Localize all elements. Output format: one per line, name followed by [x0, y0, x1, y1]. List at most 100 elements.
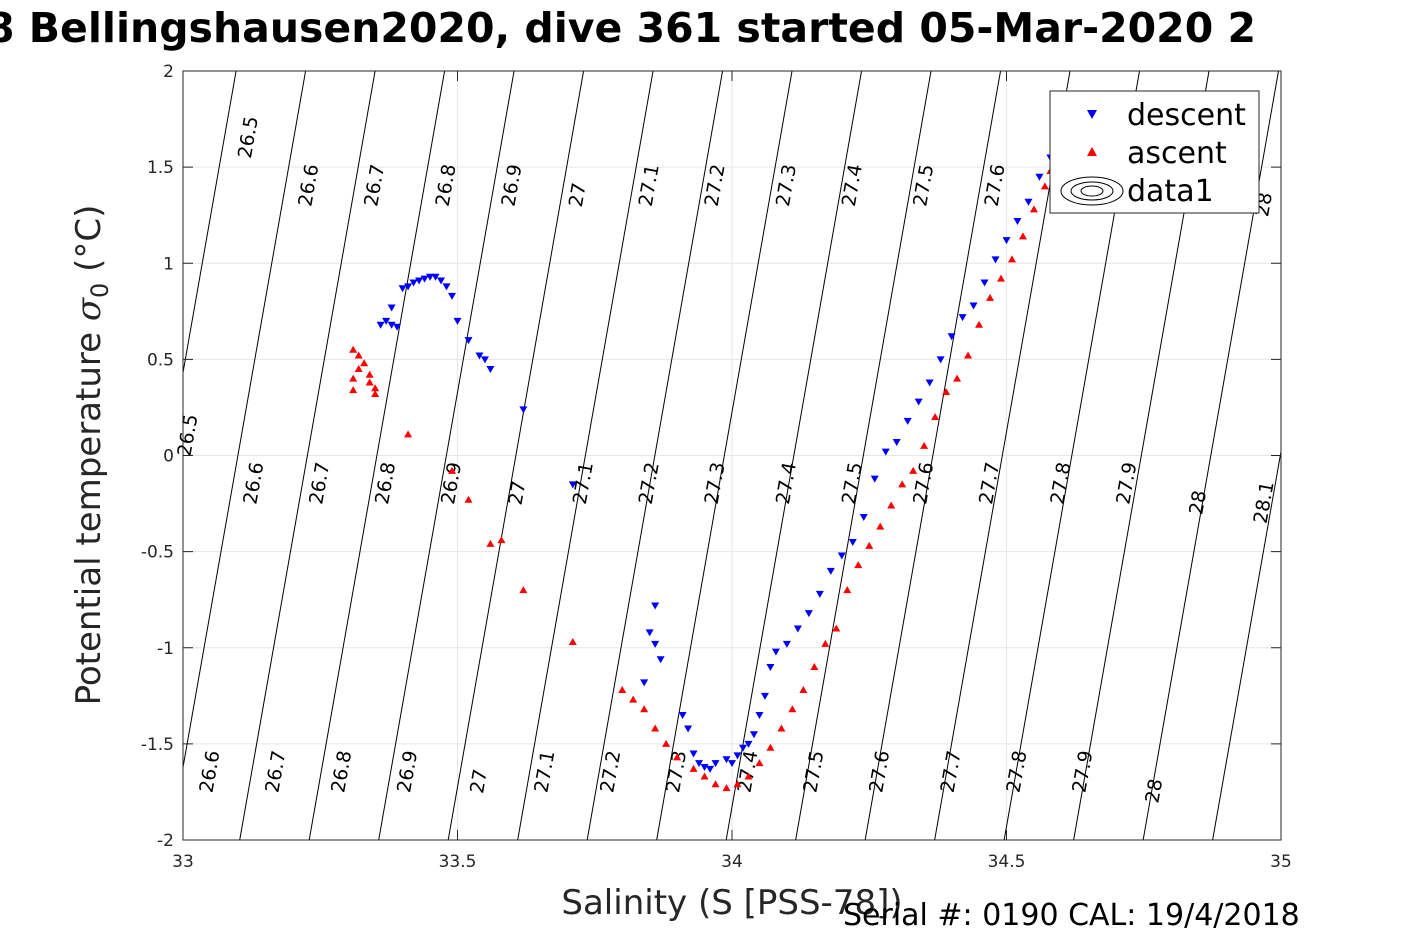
descent-point — [376, 321, 385, 329]
ascent-point — [371, 389, 380, 397]
ascent-point — [349, 345, 358, 353]
ascent-point — [832, 624, 841, 632]
ascent-point — [662, 739, 671, 747]
descent-point — [738, 744, 747, 752]
descent-point — [393, 323, 402, 331]
isopycnal-line — [308, 71, 446, 840]
descent-point — [426, 273, 435, 281]
ascent-point — [986, 293, 995, 301]
descent-point — [464, 337, 473, 345]
page-title: 8 Bellingshausen2020, dive 361 started 0… — [0, 4, 1257, 52]
descent-point — [728, 760, 736, 768]
ascent-point — [975, 320, 984, 328]
descent-point — [969, 302, 978, 310]
isopycnal-line — [183, 71, 237, 376]
y-tick-label: -1.5 — [141, 735, 174, 755]
descent-point — [859, 514, 868, 522]
descent-point — [881, 448, 890, 456]
y-tick-label: 2 — [163, 62, 174, 82]
ascent-point — [354, 364, 363, 372]
x-tick-label: 34 — [721, 852, 743, 872]
descent-point — [782, 640, 791, 648]
x-tick-label: 35 — [1270, 852, 1292, 872]
isopycnal-line — [656, 71, 793, 840]
isopycnal-label: 27 — [505, 479, 531, 507]
descent-point — [486, 365, 495, 373]
descent-point — [420, 275, 429, 283]
descent-point — [480, 356, 489, 364]
y-tick-label: 0 — [163, 447, 174, 467]
descent-point — [431, 273, 440, 281]
ascent-point — [349, 386, 358, 394]
ascent-point — [755, 759, 764, 767]
ascent-point — [865, 541, 874, 549]
ascent-point — [651, 724, 660, 732]
legend-ascent-marker — [1087, 147, 1097, 156]
ascent-point — [876, 522, 885, 530]
ascent-point — [673, 753, 682, 761]
isopycnal-line — [934, 71, 1071, 840]
descent-point — [409, 279, 418, 287]
y-axis-title-main: Potential temperature — [69, 321, 109, 705]
descent-point — [914, 398, 923, 406]
ascent-point — [777, 724, 786, 732]
descent-point — [656, 656, 665, 664]
ascent-point — [1029, 205, 1038, 213]
legend-contour-icon — [1060, 176, 1124, 206]
descent-point — [991, 256, 1000, 264]
descent-point — [733, 752, 742, 760]
legend-descent-label: descent — [1127, 98, 1246, 133]
legend-ascent-label: ascent — [1127, 136, 1227, 171]
isopycnal-line — [586, 71, 724, 840]
ascent-point — [799, 686, 808, 694]
ascent-point — [997, 274, 1006, 282]
legend-box — [1049, 90, 1260, 214]
ascent-point — [365, 378, 374, 386]
descent-point — [804, 610, 813, 618]
ascent-point — [360, 359, 369, 367]
ascent-point — [843, 586, 852, 594]
ascent-point — [898, 480, 907, 488]
descent-point — [645, 629, 654, 637]
isopycnal-label: 27 — [565, 181, 591, 209]
descent-point — [980, 279, 989, 287]
ascent-point — [464, 495, 473, 503]
descent-point — [475, 352, 484, 360]
descent-point — [706, 765, 715, 773]
descent-point — [387, 321, 396, 329]
y-axis-title-sigma: σ — [69, 297, 109, 321]
descent-point — [793, 625, 802, 633]
descent-point — [744, 740, 753, 748]
ascent-point — [733, 780, 742, 788]
x-tick-label: 33.5 — [439, 852, 477, 872]
descent-point — [1035, 173, 1044, 181]
ascent-point — [722, 784, 731, 792]
isopycnal-line — [447, 71, 585, 840]
isopycnal-line — [864, 71, 1002, 840]
y-axis-title-subscript: 0 — [86, 283, 114, 298]
ascent-point — [497, 536, 506, 544]
ascent-point — [942, 388, 951, 396]
ascent-point — [404, 430, 413, 438]
descent-point — [755, 712, 764, 720]
ascent-point — [1018, 232, 1027, 240]
y-tick-label: -2 — [157, 831, 174, 851]
y-axis-title-unit: (°C) — [69, 205, 109, 283]
isopycnal-line — [183, 71, 307, 771]
descent-point — [651, 602, 660, 610]
x-axis-title: Salinity (S [PSS-78]) — [561, 883, 902, 923]
ascent-point — [640, 705, 649, 713]
descent-point — [387, 304, 396, 312]
isopycnal-line — [795, 71, 932, 840]
descent-point — [700, 763, 709, 771]
legend-data1-label: data1 — [1127, 174, 1214, 209]
descent-point — [771, 648, 780, 656]
ascent-point — [349, 374, 358, 382]
descent-series — [376, 148, 1060, 773]
ascent-point — [887, 501, 896, 509]
descent-point — [815, 590, 824, 598]
ascent-point — [821, 639, 830, 647]
descent-point — [398, 285, 407, 293]
isopycnal-line — [239, 71, 376, 840]
legend-descent-marker — [1087, 110, 1097, 119]
